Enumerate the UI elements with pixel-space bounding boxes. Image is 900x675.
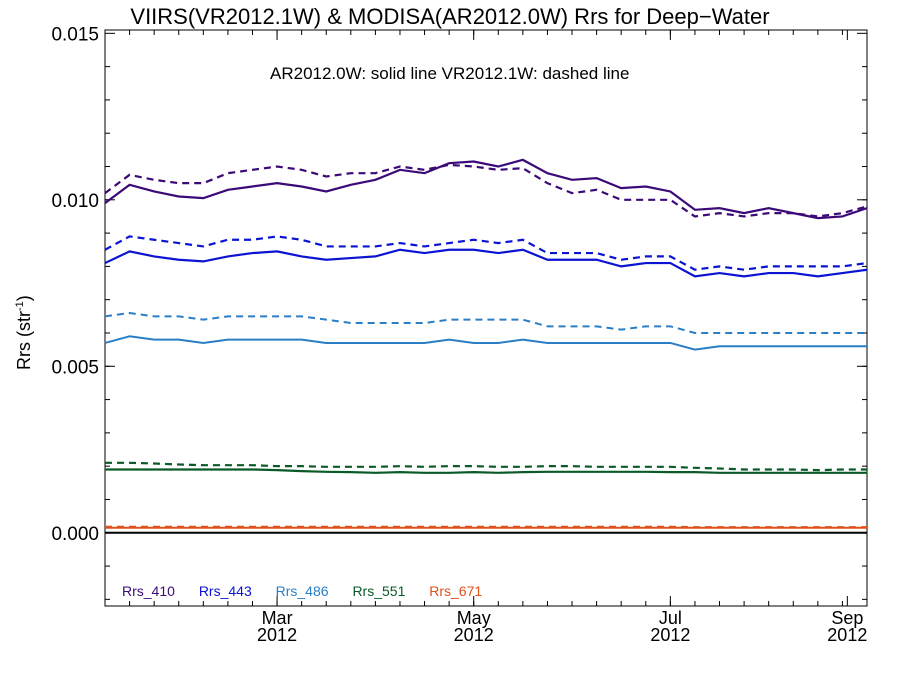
legend-item-rrs-410: Rrs_410 [122, 583, 175, 599]
x-tick-label-year: 2012 [827, 625, 867, 645]
y-tick-label: 0.010 [51, 191, 99, 212]
line-style-annotation: AR2012.0W: solid line VR2012.1W: dashed … [270, 64, 630, 83]
legend-item-rrs-443: Rrs_443 [198, 583, 252, 599]
y-tick-label: 0.015 [51, 24, 99, 45]
series-line-rrs-551-solid [105, 468, 867, 474]
series-line-rrs-410-dashed [104, 163, 868, 218]
series-line-rrs-443-solid [104, 248, 868, 278]
series-line-rrs-486-solid [104, 335, 867, 351]
x-tick-label-year: 2012 [650, 625, 690, 645]
x-tick-label-month: Sep [831, 608, 863, 628]
series-line-rrs-443-dashed [104, 235, 868, 271]
legend-item-rrs-671: Rrs_671 [429, 583, 483, 599]
series-line-rrs-486-dashed [104, 311, 867, 334]
chart-title: VIIRS(VR2012.1W) & MODISA(AR2012.0W) Rrs… [130, 4, 770, 29]
x-tick-label-month: May [457, 608, 491, 628]
x-tick-label-month: Mar [262, 608, 293, 628]
x-tick-label-year: 2012 [257, 625, 297, 645]
legend: Rrs_410 Rrs_443 Rrs_486 Rrs_551 Rrs_671 [122, 583, 502, 599]
series-line-rrs-410-solid [104, 158, 868, 220]
plot-frame [104, 29, 868, 607]
x-tick-label-year: 2012 [454, 625, 494, 645]
x-tick-label-month: Jul [659, 608, 682, 628]
y-tick-label: 0.000 [51, 524, 99, 545]
legend-item-rrs-486: Rrs_486 [275, 583, 329, 599]
legend-item-rrs-551: Rrs_551 [352, 583, 406, 599]
y-tick-label: 0.005 [51, 357, 99, 378]
